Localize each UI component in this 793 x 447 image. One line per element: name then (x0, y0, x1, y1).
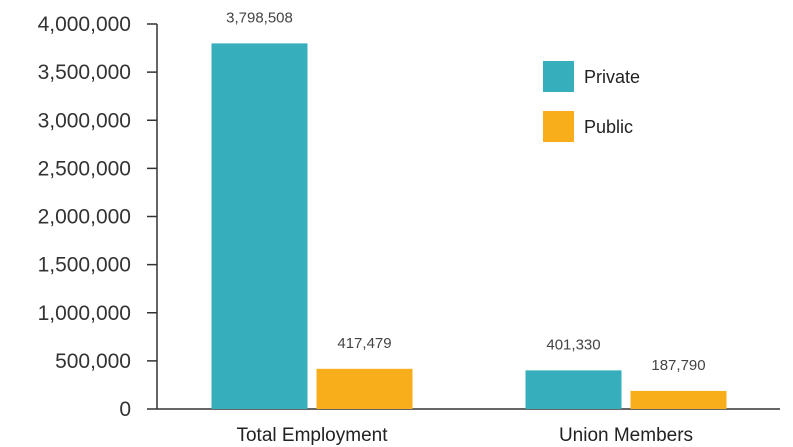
data-label: 3,798,508 (226, 9, 293, 26)
bar-public-1 (316, 368, 413, 409)
y-tick-label: 3,500,000 (38, 61, 131, 84)
bar-private-1 (211, 43, 308, 409)
y-tick-label: 3,000,000 (38, 109, 131, 132)
legend-swatch-public (543, 111, 574, 142)
data-labels: 3,798,508 417,479 401,330 187,790 (226, 9, 705, 374)
y-tick-label: 1,500,000 (38, 254, 131, 277)
legend-label-private: Private (584, 67, 640, 87)
y-tick-label: 500,000 (55, 350, 131, 373)
y-tick-label: 1,000,000 (38, 302, 131, 325)
x-category-label: Total Employment (236, 425, 388, 446)
y-tick-label: 2,000,000 (38, 206, 131, 229)
data-label: 417,479 (337, 335, 391, 352)
y-axis: 0 500,000 1,000,000 1,500,000 2,000,000 2,500… (38, 13, 158, 421)
bar-public-2 (630, 390, 727, 409)
bar-private-2 (525, 370, 622, 409)
x-category-label: Union Members (559, 425, 693, 446)
legend-swatch-private (543, 61, 574, 92)
x-axis: Total Employment Union Members (157, 408, 780, 446)
data-label: 187,790 (651, 357, 705, 374)
y-tick-label: 0 (119, 398, 131, 421)
y-tick-label: 4,000,000 (38, 13, 131, 36)
data-label: 401,330 (546, 336, 600, 353)
bars (211, 43, 727, 409)
y-tick-label: 2,500,000 (38, 157, 131, 180)
legend-label-public: Public (584, 117, 633, 137)
legend: Private Public (543, 61, 640, 142)
